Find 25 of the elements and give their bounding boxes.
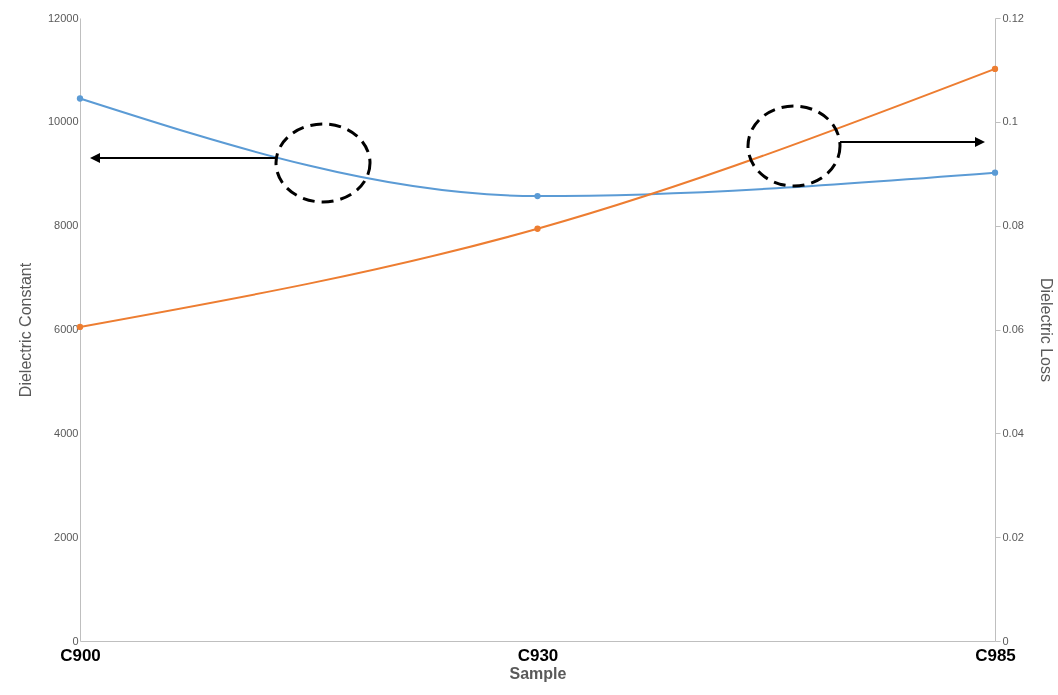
y2-tick-label: 0.02 — [1002, 530, 1024, 543]
x-tick-label: C930 — [517, 645, 559, 665]
y-tick-label: 6000 — [54, 323, 79, 335]
point — [991, 169, 999, 176]
y2-tick-label: 0.06 — [1002, 323, 1024, 335]
point — [534, 192, 541, 200]
point — [991, 65, 999, 73]
x-axis-title: Sample — [509, 664, 567, 682]
y2-tick-label: 0.12 — [1002, 11, 1024, 24]
y-tick-label: 12000 — [47, 11, 79, 24]
x-tick-label: C900 — [60, 645, 101, 665]
y-axis-title: Dielectric Constant — [16, 262, 34, 398]
y2-axis-title: Dielectric Loss — [1037, 277, 1055, 383]
y-tick-label: 4000 — [54, 426, 79, 439]
y-tick-label: 8000 — [54, 219, 79, 232]
point — [534, 225, 541, 232]
y-tick-label: 10000 — [47, 115, 79, 128]
y2-tick-label: 0.1 — [1002, 115, 1018, 128]
y2-tick-label: 0.08 — [1002, 219, 1024, 232]
x-tick-label: C985 — [975, 645, 1016, 665]
y2-tick-label: 0.04 — [1002, 426, 1024, 439]
point — [76, 95, 84, 102]
y2-tick-label: 0 — [1002, 634, 1009, 647]
y-tick-label: 0 — [72, 634, 79, 647]
y-tick-label: 2000 — [54, 530, 79, 543]
